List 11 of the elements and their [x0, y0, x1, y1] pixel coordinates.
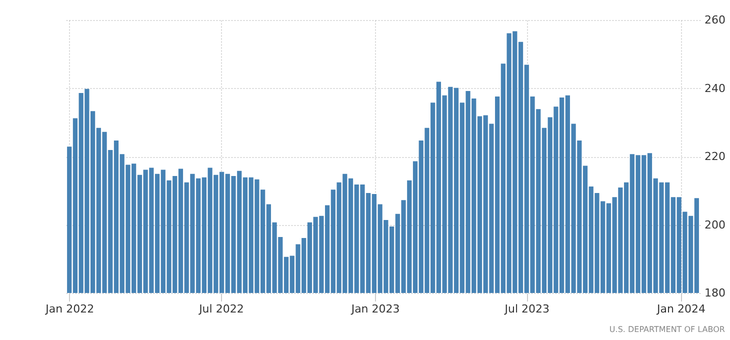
x-tick-label: Jan 2023 [350, 302, 400, 316]
y-tick-label: 240 [704, 82, 726, 95]
y-tick-label: 180 [704, 286, 726, 300]
y-tick-label: 200 [704, 218, 726, 232]
x-tick-label: Jul 2023 [504, 302, 550, 316]
x-tick-label: Jan 2024 [656, 302, 706, 316]
text: U.S. DEPARTMENT OF LABOR [609, 325, 726, 334]
x-tick-label: Jul 2022 [198, 302, 244, 316]
x-tick-label: Jan 2022 [44, 302, 94, 316]
y-tick-label: 220 [704, 150, 726, 163]
y-tick-label: 260 [704, 14, 726, 26]
